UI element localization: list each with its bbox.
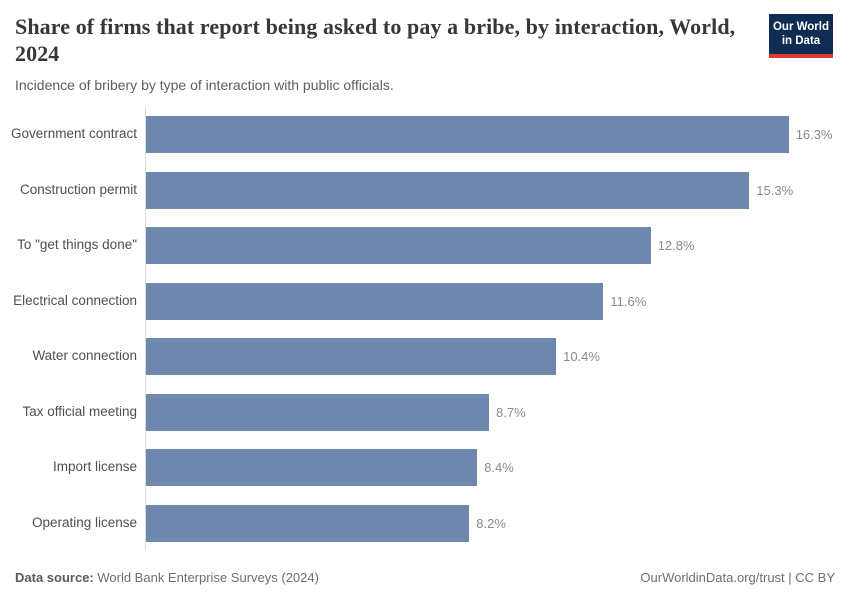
chart-title: Share of firms that report being asked t…: [15, 14, 736, 66]
bar-track: 12.8%: [145, 218, 835, 274]
owid-credit-link[interactable]: OurWorldinData.org/trust | CC BY: [640, 570, 835, 585]
category-label: Import license: [52, 459, 137, 475]
bar[interactable]: [146, 449, 478, 487]
bar[interactable]: [146, 504, 470, 542]
chart-subtitle: Incidence of bribery by type of interact…: [15, 76, 394, 93]
data-source-text: World Bank Enterprise Surveys (2024): [93, 570, 319, 585]
value-label: 8.2%: [476, 515, 506, 531]
owid-logo-line2: in Data: [781, 35, 821, 48]
bar-row: Water connection 10.4%: [0, 329, 835, 385]
value-label: 10.4%: [563, 349, 600, 365]
value-label: 11.6%: [610, 293, 647, 309]
bar-row: Construction permit 15.3%: [0, 162, 835, 218]
value-label: 12.8%: [657, 238, 695, 254]
bar[interactable]: [146, 393, 489, 431]
category-label: Water connection: [32, 348, 137, 364]
value-label: 8.7%: [496, 404, 526, 420]
category-label: Operating license: [31, 514, 137, 530]
data-source-note: Data source: World Bank Enterprise Surve…: [15, 570, 319, 585]
bar-chart: Government contract 16.3% Construction per…: [0, 107, 835, 551]
bar[interactable]: [146, 227, 651, 265]
category-label: Electrical connection: [13, 292, 137, 308]
bar[interactable]: [146, 282, 604, 320]
category-label: Construction permit: [19, 181, 137, 197]
bar-row: To "get things done" 12.8%: [0, 218, 835, 274]
bar-track: 8.7%: [145, 384, 835, 440]
bar-track: 16.3%: [145, 107, 835, 163]
value-label: 15.3%: [756, 182, 794, 198]
category-label: Government contract: [10, 126, 137, 142]
data-source-label: Data source:: [15, 570, 94, 585]
bar-row: Operating license 8.2%: [0, 495, 835, 551]
bar-row: Electrical connection 11.6%: [0, 273, 835, 329]
owid-logo-line1: Our World: [772, 21, 829, 33]
bar-row: Government contract 16.3%: [0, 107, 835, 163]
bar-track: 15.3%: [145, 162, 835, 218]
bar-row: Tax official meeting 8.7%: [0, 384, 835, 440]
bar-track: 10.4%: [145, 329, 835, 385]
owid-logo[interactable]: Our World in Data: [769, 14, 833, 58]
bar[interactable]: [146, 171, 750, 209]
chart-footer: Data source: World Bank Enterprise Surve…: [15, 570, 835, 585]
category-label: Tax official meeting: [22, 403, 137, 419]
chart-header: Share of firms that report being asked t…: [15, 14, 835, 93]
bar-track: 8.2%: [145, 495, 835, 551]
bar-track: 8.4%: [145, 440, 835, 496]
bar[interactable]: [146, 338, 557, 376]
bar[interactable]: [146, 116, 789, 154]
bar-row: Import license 8.4%: [0, 440, 835, 496]
bar-track: 11.6%: [145, 273, 835, 329]
value-label: 16.3%: [795, 127, 833, 143]
category-label: To "get things done": [17, 237, 137, 253]
value-label: 8.4%: [484, 460, 514, 476]
